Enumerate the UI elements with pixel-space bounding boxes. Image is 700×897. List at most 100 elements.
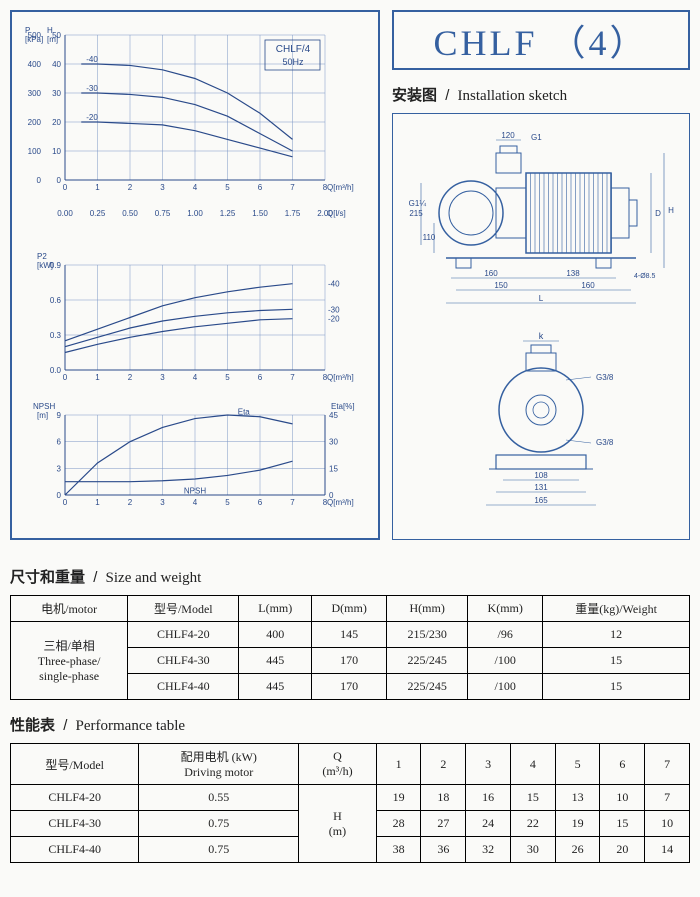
svg-text:G3/8: G3/8 (596, 373, 614, 382)
svg-text:CHLF/4: CHLF/4 (276, 44, 311, 55)
svg-text:1.25: 1.25 (220, 209, 236, 218)
svg-text:1: 1 (95, 183, 100, 192)
svg-text:NPSH: NPSH (184, 487, 206, 496)
size-weight-heading: 尺寸和重量 / Size and weight (10, 566, 690, 587)
svg-text:0.0: 0.0 (50, 366, 62, 375)
svg-text:300: 300 (28, 89, 42, 98)
svg-text:k: k (539, 331, 544, 341)
svg-text:15: 15 (329, 464, 338, 473)
svg-text:50Hz: 50Hz (282, 57, 304, 67)
svg-text:138: 138 (566, 269, 580, 278)
svg-text:0: 0 (63, 498, 68, 507)
product-title-box: CHLF （4） (392, 10, 690, 70)
svg-text:[kPa]: [kPa] (25, 35, 43, 44)
svg-text:5: 5 (225, 183, 230, 192)
size-header: L(mm) (239, 596, 312, 622)
svg-text:160: 160 (484, 269, 498, 278)
svg-text:6: 6 (258, 498, 263, 507)
installation-diagram-box: 120G1G1¼2151101601384-Ø8.5150160LDH kG3/… (392, 113, 690, 540)
product-title: CHLF （4） (433, 14, 648, 66)
size-header: 电机/motor (11, 596, 128, 622)
svg-text:[m]: [m] (47, 35, 58, 44)
size-weight-table: 电机/motor型号/ModelL(mm)D(mm)H(mm)K(mm)重量(k… (10, 595, 690, 700)
svg-text:215: 215 (409, 209, 423, 218)
svg-text:30: 30 (329, 438, 338, 447)
svg-text:-30: -30 (86, 84, 98, 93)
perf-header: 5 (555, 744, 600, 785)
svg-text:110: 110 (423, 233, 436, 242)
size-header: 型号/Model (128, 596, 239, 622)
svg-text:0: 0 (57, 176, 62, 185)
svg-text:G1: G1 (531, 133, 542, 142)
perf-header: 配用电机 (kW)Driving motor (139, 744, 299, 785)
svg-text:165: 165 (534, 496, 548, 505)
svg-text:[m]: [m] (37, 411, 48, 420)
size-header: D(mm) (312, 596, 387, 622)
svg-text:0: 0 (63, 183, 68, 192)
pump-front-view: k G3/8 G3/8 108 131 165 (441, 325, 641, 525)
performance-charts-panel: 0102030405001002003004005000123456780.00… (10, 10, 380, 540)
charts-svg: 0102030405001002003004005000123456780.00… (20, 20, 370, 530)
svg-text:3: 3 (160, 183, 165, 192)
perf-header: 型号/Model (11, 744, 139, 785)
svg-text:0.3: 0.3 (50, 331, 62, 340)
svg-text:P2: P2 (37, 252, 47, 261)
svg-text:160: 160 (581, 281, 595, 290)
svg-text:NPSH: NPSH (33, 402, 55, 411)
svg-text:2: 2 (128, 183, 133, 192)
h-label-cell: H(m) (299, 785, 376, 863)
svg-text:P: P (25, 26, 30, 35)
pump-side-view: 120G1G1¼2151101601384-Ø8.5150160LDH (406, 128, 676, 318)
svg-text:20: 20 (52, 118, 61, 127)
svg-text:108: 108 (534, 471, 548, 480)
perf-header: 2 (421, 744, 466, 785)
svg-text:7: 7 (290, 498, 295, 507)
svg-text:Q[m³/h]: Q[m³/h] (327, 373, 354, 382)
svg-text:Q[m³/h]: Q[m³/h] (327, 498, 354, 507)
svg-text:-40: -40 (86, 55, 98, 64)
performance-heading: 性能表 / Performance table (10, 714, 690, 735)
svg-text:4: 4 (193, 183, 198, 192)
perf-row: CHLF4-200.55H(m)1918161513107 (11, 785, 690, 811)
svg-text:H: H (668, 206, 674, 215)
svg-text:9: 9 (57, 411, 62, 420)
svg-text:-20: -20 (86, 113, 98, 122)
svg-text:120: 120 (501, 131, 515, 140)
svg-text:150: 150 (494, 281, 508, 290)
svg-text:7: 7 (290, 183, 295, 192)
svg-text:3: 3 (160, 373, 165, 382)
svg-text:40: 40 (52, 60, 61, 69)
svg-text:D: D (655, 209, 661, 218)
perf-header: 7 (645, 744, 690, 785)
svg-text:G3/8: G3/8 (596, 438, 614, 447)
svg-text:5: 5 (225, 498, 230, 507)
perf-header: 6 (600, 744, 645, 785)
svg-text:131: 131 (534, 483, 548, 492)
perf-header: 1 (376, 744, 421, 785)
svg-text:1.00: 1.00 (187, 209, 203, 218)
perf-header: Q(m³/h) (299, 744, 376, 785)
svg-text:10: 10 (52, 147, 61, 156)
performance-table: 型号/Model配用电机 (kW)Driving motorQ(m³/h)123… (10, 743, 690, 863)
svg-text:1: 1 (95, 498, 100, 507)
size-header: 重量(kg)/Weight (543, 596, 690, 622)
svg-text:1.50: 1.50 (252, 209, 268, 218)
perf-header: 4 (510, 744, 555, 785)
size-row: 三相/单相Three-phase/single-phaseCHLF4-20400… (11, 622, 690, 648)
svg-text:[kW]: [kW] (37, 261, 53, 270)
svg-text:2: 2 (128, 498, 133, 507)
svg-text:Q[l/s]: Q[l/s] (327, 209, 346, 218)
svg-text:100: 100 (28, 147, 42, 156)
svg-text:Q[m³/h]: Q[m³/h] (327, 183, 354, 192)
size-header: H(mm) (387, 596, 468, 622)
svg-text:30: 30 (52, 89, 61, 98)
svg-text:0.50: 0.50 (122, 209, 138, 218)
svg-text:6: 6 (258, 373, 263, 382)
svg-text:6: 6 (258, 183, 263, 192)
svg-text:7: 7 (290, 373, 295, 382)
svg-text:-40: -40 (328, 280, 340, 289)
svg-text:5: 5 (225, 373, 230, 382)
motor-cell: 三相/单相Three-phase/single-phase (11, 622, 128, 700)
svg-text:0.00: 0.00 (57, 209, 73, 218)
svg-text:0: 0 (37, 176, 42, 185)
